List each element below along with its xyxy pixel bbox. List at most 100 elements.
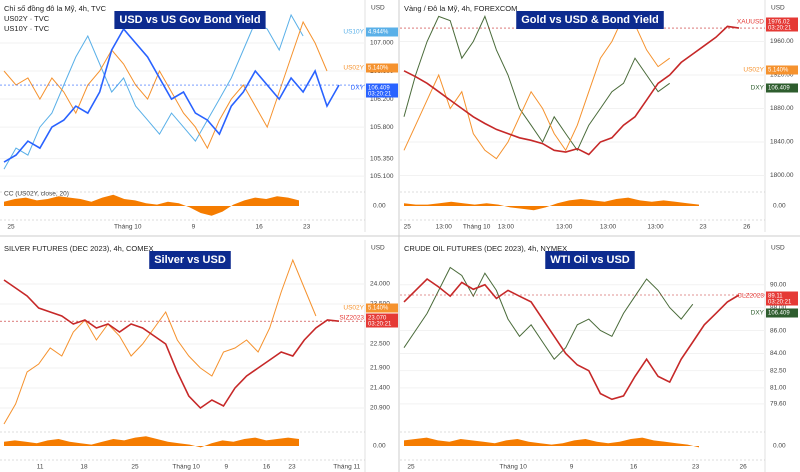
badge-value: 4.944% bbox=[368, 30, 389, 36]
x-tick-label: 13:00 bbox=[498, 224, 515, 231]
y-tick-label: 1960.00 bbox=[770, 38, 794, 45]
oscillator-area bbox=[404, 437, 699, 448]
badge-name: DXY bbox=[751, 310, 765, 317]
badge-value: 106.409 bbox=[768, 311, 790, 317]
badge-time: 03:20:21 bbox=[768, 300, 792, 306]
price-badge bbox=[366, 83, 398, 98]
y-tick-label: 88.00 bbox=[770, 304, 787, 311]
y-tick-label: 90.00 bbox=[770, 281, 787, 288]
price-badge bbox=[766, 83, 798, 93]
unit-label: USD bbox=[371, 245, 385, 252]
badge-name: CLZ2023 bbox=[737, 293, 764, 300]
chart-panel: USD90.0088.0086.0084.0082.5081.0079.60CR… bbox=[400, 240, 798, 472]
badge-name: US02Y bbox=[743, 67, 764, 74]
badge-time: 03:20:21 bbox=[768, 26, 792, 32]
price-line bbox=[3, 27, 340, 163]
osc-zero-label: 0.00 bbox=[773, 443, 786, 450]
x-tick-label: 26 bbox=[743, 224, 751, 231]
price-line bbox=[3, 279, 340, 410]
chart-header: Chỉ số đồng đô la Mỹ, 4h, TVC bbox=[4, 4, 107, 13]
unit-label: USD bbox=[771, 245, 785, 252]
x-tick-label: 16 bbox=[256, 224, 264, 231]
badge-name: US02Y bbox=[343, 65, 364, 72]
y-tick-label: 105.100 bbox=[370, 173, 394, 180]
x-tick-label: Tháng 10 bbox=[114, 224, 142, 231]
badge-value: 106.409 bbox=[368, 86, 390, 92]
y-tick-label: 79.60 bbox=[770, 401, 787, 408]
x-tick-label: Tháng 10 bbox=[499, 464, 527, 471]
badge-value: 5.140% bbox=[768, 68, 789, 74]
badge-value: 5.140% bbox=[368, 66, 389, 72]
osc-label: CC (US02Y, close, 20) bbox=[4, 191, 69, 198]
x-tick-label: Tháng 10 bbox=[463, 224, 491, 231]
x-tick-label: Tháng 10 bbox=[172, 464, 200, 471]
badge-value: 89.11 bbox=[768, 294, 783, 300]
y-tick-label: 105.350 bbox=[370, 155, 394, 162]
y-tick-label: 22.500 bbox=[370, 341, 390, 348]
badge-name: DXY bbox=[751, 85, 765, 92]
badge-time: 03:20:21 bbox=[368, 92, 392, 98]
chart-panel: USD24.00023.50022.50021.90021.40020.900S… bbox=[0, 240, 398, 472]
x-tick-label: 25 bbox=[404, 224, 412, 231]
chart-title: Gold vs USD & Bond Yield bbox=[521, 14, 659, 26]
x-tick-label: 9 bbox=[570, 464, 574, 471]
price-line bbox=[3, 258, 317, 425]
badge-value: 5.140% bbox=[368, 306, 389, 312]
price-badge bbox=[366, 313, 398, 328]
price-badge bbox=[766, 65, 798, 75]
x-tick-label: 23 bbox=[692, 464, 700, 471]
x-tick-label: 13:00 bbox=[647, 224, 664, 231]
x-tick-label: 16 bbox=[630, 464, 638, 471]
x-tick-label: 13:00 bbox=[600, 224, 617, 231]
price-badge bbox=[366, 303, 398, 313]
badge-name: US10Y bbox=[343, 29, 364, 36]
badge-value: 23.070 bbox=[368, 316, 387, 322]
chart-title: Silver vs USD bbox=[154, 254, 226, 266]
price-line bbox=[403, 277, 740, 401]
title-box bbox=[149, 251, 231, 269]
osc-zero-label: 0.00 bbox=[373, 443, 386, 450]
price-badge bbox=[766, 291, 798, 306]
y-tick-label: 81.00 bbox=[770, 385, 787, 392]
y-tick-label: 21.400 bbox=[370, 385, 390, 392]
badge-name: DXY bbox=[351, 85, 365, 92]
chart-header: Vàng / Đô la Mỹ, 4h, FOREXCOM bbox=[404, 4, 517, 13]
title-box bbox=[516, 11, 664, 29]
x-tick-label: 23 bbox=[699, 224, 707, 231]
y-tick-label: 105.800 bbox=[370, 124, 394, 131]
x-tick-label: 26 bbox=[739, 464, 747, 471]
x-tick-label: 25 bbox=[7, 224, 15, 231]
y-tick-label: 1840.00 bbox=[770, 139, 794, 146]
x-tick-label: 23 bbox=[288, 464, 296, 471]
price-line bbox=[403, 15, 670, 152]
chart-header: CRUDE OIL FUTURES (DEC 2023), 4h, NYMEX bbox=[404, 244, 567, 253]
oscillator-area bbox=[404, 197, 699, 211]
y-tick-label: 1920.00 bbox=[770, 72, 794, 79]
y-tick-label: 20.900 bbox=[370, 405, 390, 412]
y-tick-label: 1800.00 bbox=[770, 172, 794, 179]
badge-value: 106.409 bbox=[768, 86, 790, 92]
badge-name: XAUUSD bbox=[737, 19, 764, 26]
x-tick-label: 13:00 bbox=[436, 224, 453, 231]
x-tick-label: Tháng 11 bbox=[333, 464, 360, 471]
chart-title: USD vs US Gov Bond Yield bbox=[119, 14, 260, 26]
x-tick-label: 9 bbox=[192, 224, 196, 231]
badge-time: 03:20:21 bbox=[368, 322, 392, 328]
price-badge bbox=[766, 308, 798, 318]
unit-label: USD bbox=[371, 5, 385, 12]
chart-header: US02Y · TVC bbox=[4, 14, 50, 23]
price-badge bbox=[366, 63, 398, 73]
oscillator-area bbox=[4, 194, 299, 216]
badge-name: US02Y bbox=[343, 305, 364, 312]
price-badge bbox=[366, 27, 398, 37]
price-line bbox=[403, 266, 694, 360]
chart-panel: USD 1960.00 1920.00 1880.00 1840.00 1800.00 Và… bbox=[400, 0, 798, 232]
x-tick-label: 16 bbox=[263, 464, 271, 471]
x-tick-label: 18 bbox=[80, 464, 88, 471]
x-tick-label: 13:00 bbox=[556, 224, 573, 231]
x-tick-label: 23 bbox=[303, 224, 311, 231]
y-tick-label: 1880.00 bbox=[770, 105, 794, 112]
x-tick-label: 25 bbox=[131, 464, 139, 471]
